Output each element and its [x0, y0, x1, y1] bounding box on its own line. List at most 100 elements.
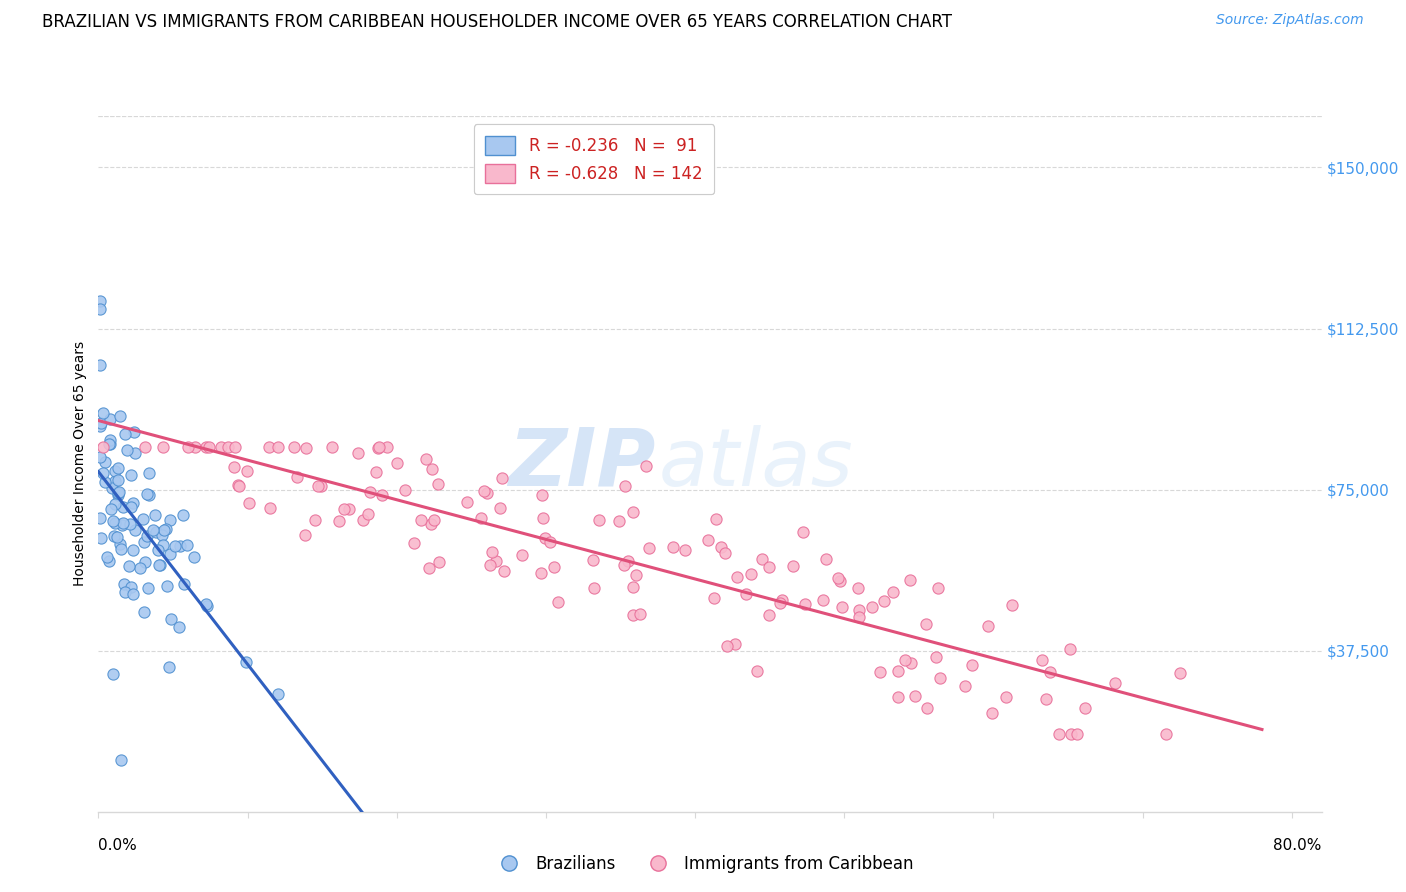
- Point: [183, 440, 205, 454]
- Point: [110, 541, 132, 556]
- Point: [169, 539, 191, 553]
- Point: [235, 656, 257, 670]
- Point: [725, 570, 748, 584]
- Point: [811, 593, 834, 607]
- Point: [132, 512, 155, 526]
- Point: [484, 554, 506, 568]
- Point: [887, 690, 910, 705]
- Point: [673, 542, 696, 557]
- Point: [873, 594, 896, 608]
- Point: [110, 753, 132, 767]
- Point: [887, 664, 910, 678]
- Point: [994, 690, 1017, 704]
- Point: [101, 482, 124, 496]
- Point: [136, 582, 159, 596]
- Point: [145, 524, 167, 539]
- Point: [588, 513, 610, 527]
- Point: [321, 440, 343, 454]
- Point: [980, 706, 1002, 720]
- Point: [1039, 665, 1062, 679]
- Point: [98, 434, 121, 448]
- Point: [257, 440, 280, 454]
- Point: [621, 505, 644, 519]
- Point: [104, 474, 127, 488]
- Point: [831, 600, 853, 615]
- Point: [107, 486, 129, 500]
- Point: [152, 538, 174, 552]
- Point: [770, 592, 793, 607]
- Text: ZIP: ZIP: [508, 425, 655, 503]
- Point: [157, 660, 180, 674]
- Point: [98, 437, 121, 451]
- Point: [152, 528, 174, 542]
- Point: [104, 516, 127, 530]
- Point: [194, 597, 217, 611]
- Point: [176, 538, 198, 552]
- Text: 0.0%: 0.0%: [98, 838, 138, 853]
- Point: [714, 545, 737, 559]
- Point: [167, 620, 190, 634]
- Point: [1154, 727, 1177, 741]
- Point: [427, 554, 450, 568]
- Point: [307, 479, 329, 493]
- Point: [135, 487, 157, 501]
- Point: [122, 496, 145, 510]
- Point: [217, 440, 239, 454]
- Point: [530, 566, 553, 581]
- Point: [456, 495, 478, 509]
- Point: [224, 440, 246, 454]
- Point: [226, 478, 249, 492]
- Point: [108, 409, 131, 423]
- Point: [112, 516, 135, 531]
- Point: [367, 442, 389, 456]
- Point: [114, 427, 136, 442]
- Point: [356, 507, 378, 521]
- Point: [769, 596, 792, 610]
- Point: [914, 616, 936, 631]
- Point: [156, 579, 179, 593]
- Text: Source: ZipAtlas.com: Source: ZipAtlas.com: [1216, 13, 1364, 28]
- Point: [385, 456, 408, 470]
- Point: [828, 574, 851, 588]
- Point: [122, 542, 145, 557]
- Point: [160, 612, 183, 626]
- Point: [148, 558, 170, 572]
- Point: [613, 558, 636, 573]
- Point: [309, 478, 332, 492]
- Point: [283, 440, 305, 454]
- Point: [846, 582, 869, 596]
- Point: [531, 511, 554, 525]
- Point: [148, 542, 170, 557]
- Point: [375, 440, 398, 454]
- Point: [472, 483, 495, 498]
- Point: [422, 513, 444, 527]
- Point: [134, 440, 156, 454]
- Point: [848, 603, 870, 617]
- Point: [91, 440, 114, 454]
- Point: [607, 514, 630, 528]
- Point: [136, 529, 159, 543]
- Point: [882, 584, 904, 599]
- Point: [132, 535, 155, 549]
- Point: [758, 559, 780, 574]
- Point: [510, 548, 533, 562]
- Point: [173, 577, 195, 591]
- Point: [704, 512, 727, 526]
- Point: [89, 302, 111, 317]
- Point: [149, 558, 172, 572]
- Point: [481, 544, 503, 558]
- Point: [337, 502, 360, 516]
- Point: [915, 701, 938, 715]
- Point: [100, 501, 122, 516]
- Point: [475, 486, 498, 500]
- Point: [101, 667, 124, 681]
- Point: [138, 467, 160, 481]
- Point: [132, 605, 155, 619]
- Point: [626, 567, 648, 582]
- Point: [371, 488, 394, 502]
- Point: [848, 610, 870, 624]
- Point: [122, 587, 145, 601]
- Point: [120, 468, 142, 483]
- Point: [295, 442, 318, 456]
- Point: [328, 514, 350, 528]
